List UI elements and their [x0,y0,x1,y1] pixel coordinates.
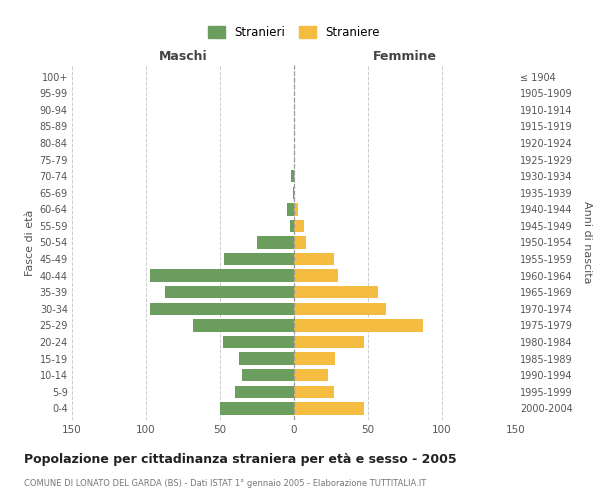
Bar [294,253,334,266]
Y-axis label: Fasce di età: Fasce di età [25,210,35,276]
Y-axis label: Anni di nascita: Anni di nascita [583,201,592,284]
Text: Femmine: Femmine [373,50,437,62]
Bar [224,253,294,266]
Bar [294,286,379,298]
Bar [151,270,294,282]
Bar [235,386,294,398]
Bar [294,319,423,332]
Bar [294,220,304,232]
Bar [287,203,294,215]
Bar [165,286,294,298]
Bar [293,186,294,199]
Bar [242,369,294,382]
Bar [294,302,386,315]
Bar [220,402,294,414]
Bar [294,270,338,282]
Legend: Stranieri, Straniere: Stranieri, Straniere [203,21,385,44]
Bar [294,386,334,398]
Text: Popolazione per cittadinanza straniera per età e sesso - 2005: Popolazione per cittadinanza straniera p… [24,452,457,466]
Bar [193,319,294,332]
Bar [151,302,294,315]
Bar [294,336,364,348]
Bar [294,203,298,215]
Text: COMUNE DI LONATO DEL GARDA (BS) - Dati ISTAT 1° gennaio 2005 - Elaborazione TUTT: COMUNE DI LONATO DEL GARDA (BS) - Dati I… [24,479,426,488]
Bar [294,369,328,382]
Bar [294,402,364,414]
Text: Maschi: Maschi [158,50,208,62]
Bar [223,336,294,348]
Bar [294,236,306,248]
Bar [290,220,294,232]
Bar [257,236,294,248]
Bar [239,352,294,365]
Bar [291,170,294,182]
Bar [294,352,335,365]
